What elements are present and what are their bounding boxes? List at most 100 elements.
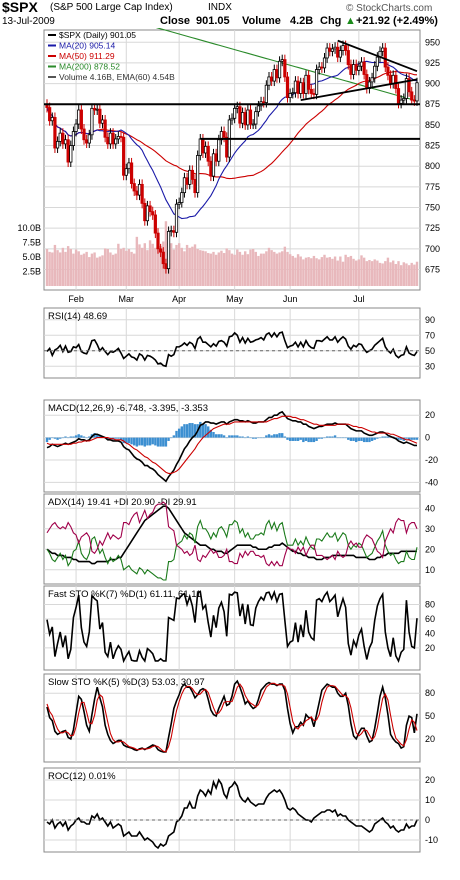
candle-body: [262, 101, 266, 104]
macd-histogram-bar: [378, 437, 382, 439]
macd-histogram-bar: [201, 424, 205, 438]
volume-value: 4.2B: [290, 15, 314, 27]
tick-label: 0: [425, 815, 430, 825]
candle-body: [82, 128, 86, 141]
volume-bar: [355, 260, 358, 286]
candle-body: [359, 61, 364, 67]
candle-body: [317, 66, 321, 70]
candle-body: [285, 76, 290, 99]
macd-histogram-bar: [312, 437, 316, 443]
candle-body: [338, 50, 342, 58]
macd-histogram-bar: [135, 437, 139, 447]
macd-histogram-bar: [339, 437, 342, 439]
month-label: Feb: [68, 294, 84, 304]
volume-tick-label: 7.5B: [22, 238, 41, 248]
tick-label: 700: [425, 244, 440, 254]
tick-label: 20: [425, 410, 435, 420]
macd-histogram-bar: [384, 436, 387, 438]
candle-body: [108, 132, 113, 145]
macd-histogram-bar: [148, 437, 152, 446]
candle-body: [299, 82, 303, 94]
candle-body: [95, 108, 99, 111]
volume-bar: [331, 258, 334, 286]
volume-bar: [244, 251, 247, 286]
macd-histogram-bar: [119, 437, 123, 440]
tick-label: 30: [425, 524, 435, 534]
candle-body: [211, 153, 216, 177]
candle-body: [362, 61, 366, 75]
volume-bar: [254, 251, 257, 286]
volume-bar: [90, 253, 94, 286]
legend-swatch: [48, 44, 56, 47]
volume-bar: [199, 250, 202, 286]
macd-histogram-bar: [146, 437, 149, 446]
tick-label: 70: [425, 330, 435, 340]
candle-body: [230, 117, 234, 121]
chg-up-icon: ▲: [345, 15, 356, 27]
indicator-label-slowsto: Slow STO %K(5) %D(3) 53.03, 30.97: [48, 677, 205, 688]
indicator-label-rsi: RSI(14) 48.69: [48, 311, 107, 322]
chart-header: $SPX (S&P 500 Large Cap Index) INDX © St…: [0, 0, 460, 32]
volume-bar: [249, 249, 252, 286]
tick-label: 0: [425, 433, 430, 443]
legend-entry: MA(200) 878.52: [59, 62, 120, 72]
volume-bar: [185, 244, 189, 286]
volume-bar: [333, 256, 337, 286]
volume-bar: [172, 249, 176, 286]
tick-label: 725: [425, 223, 440, 233]
volume-bar: [281, 251, 284, 286]
candle-body: [180, 192, 184, 203]
volume-bar: [344, 254, 347, 286]
candle-body: [164, 263, 168, 270]
volume-bar: [399, 265, 403, 286]
tick-label: 10: [425, 565, 435, 575]
month-label: Jul: [353, 294, 365, 304]
stockcharts-watermark: © StockCharts.com: [346, 3, 433, 14]
candle-body: [143, 202, 147, 222]
macd-histogram-bar: [302, 437, 305, 443]
volume-bar: [53, 244, 57, 286]
candle-body: [119, 136, 123, 138]
volume-bar: [196, 248, 199, 286]
volume-bar: [159, 246, 162, 286]
volume-bar: [312, 255, 316, 286]
macd-histogram-bar: [336, 437, 339, 439]
tick-label: 775: [425, 182, 440, 192]
candle-body: [412, 99, 416, 102]
candle-body: [388, 74, 393, 84]
candle-body: [53, 117, 57, 149]
candle-body: [277, 60, 282, 79]
candle-body: [177, 202, 181, 205]
volume-bar: [143, 243, 146, 286]
volume-bar: [384, 261, 387, 286]
macd-histogram-bar: [170, 437, 173, 439]
macd-histogram-bar: [304, 437, 308, 441]
month-label: Mar: [119, 294, 135, 304]
candle-body: [330, 48, 335, 52]
volume-bar: [85, 251, 88, 286]
macd-histogram-bar: [246, 436, 250, 438]
macd-histogram-bar: [64, 436, 67, 438]
volume-bar: [318, 259, 321, 286]
candle-body: [58, 132, 62, 142]
macd-histogram-bar: [156, 437, 160, 447]
volume-bar: [77, 251, 80, 286]
volume-bar: [315, 258, 318, 286]
macd-histogram-bar: [323, 437, 326, 439]
candle-body: [270, 76, 274, 82]
macd-histogram-bar: [151, 437, 154, 445]
macd-histogram-bar: [270, 435, 273, 438]
volume-bar: [257, 255, 260, 286]
tick-label: 30: [425, 361, 435, 371]
indicator-label-faststo: Fast STO %K(7) %D(1) 61.11, 61.11: [48, 589, 201, 600]
candle-body: [63, 139, 68, 145]
macd-histogram-bar: [228, 435, 231, 438]
volume-bar: [180, 247, 183, 286]
macd-histogram-bar: [204, 424, 207, 438]
volume-label: Volume: [242, 15, 281, 27]
tick-label: 875: [425, 99, 440, 109]
tick-label: -20: [425, 455, 438, 465]
volume-bar: [125, 250, 128, 286]
volume-bar: [204, 251, 207, 286]
macd-histogram-bar: [294, 437, 297, 441]
